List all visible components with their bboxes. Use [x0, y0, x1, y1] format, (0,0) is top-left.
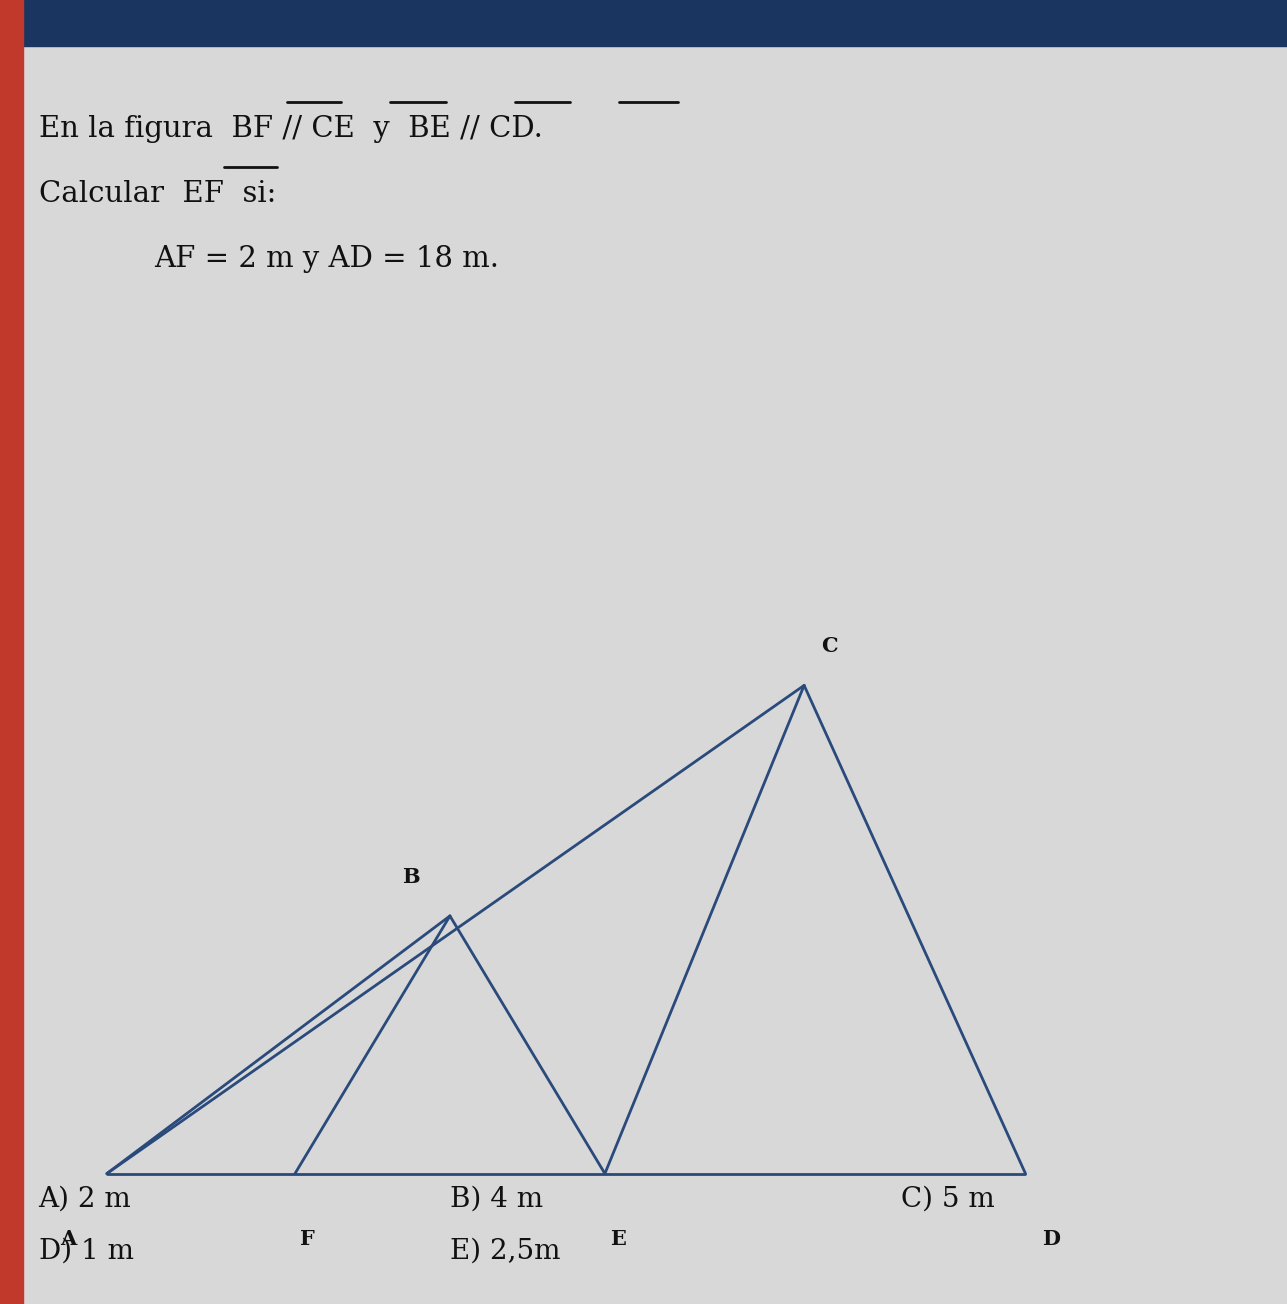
- Text: E) 2,5m: E) 2,5m: [450, 1237, 561, 1265]
- Text: E: E: [610, 1228, 625, 1249]
- Text: C) 5 m: C) 5 m: [901, 1185, 995, 1213]
- Text: D: D: [1042, 1228, 1060, 1249]
- Text: AF = 2 m y AD = 18 m.: AF = 2 m y AD = 18 m.: [154, 245, 499, 274]
- Text: C: C: [821, 636, 838, 656]
- Text: Calcular  EF  si:: Calcular EF si:: [39, 180, 275, 209]
- Text: En la figura  BF // CE  y  BE // CD.: En la figura BF // CE y BE // CD.: [39, 115, 543, 143]
- Text: A: A: [60, 1228, 76, 1249]
- Text: B: B: [403, 867, 420, 887]
- Text: A) 2 m: A) 2 m: [39, 1185, 131, 1213]
- Text: D) 1 m: D) 1 m: [39, 1237, 134, 1265]
- Text: B) 4 m: B) 4 m: [450, 1185, 543, 1213]
- Text: F: F: [300, 1228, 315, 1249]
